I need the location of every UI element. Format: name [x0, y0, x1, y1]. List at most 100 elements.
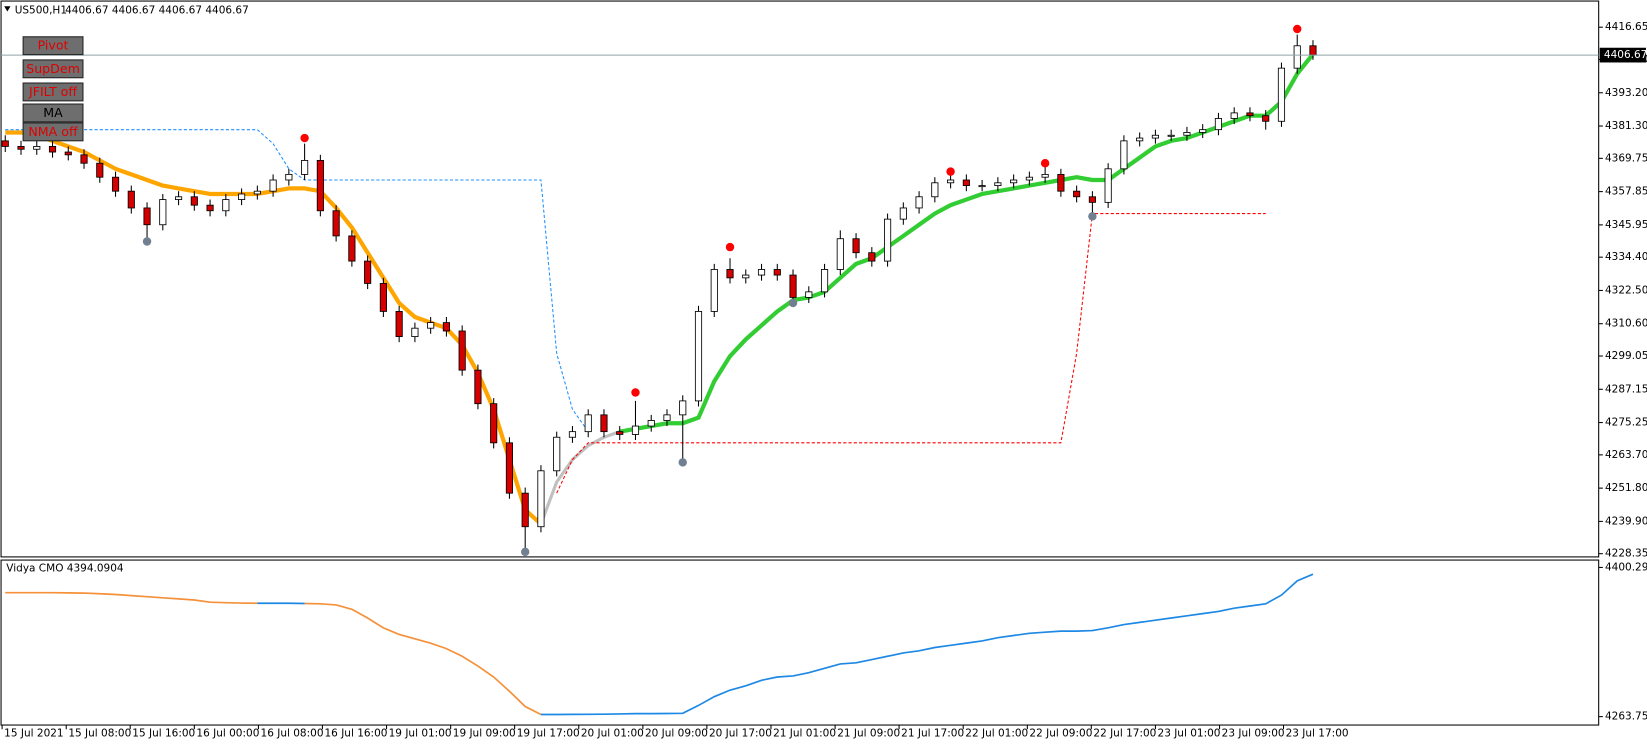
candle-body [269, 179, 277, 192]
indicator-line [619, 52, 1315, 434]
candle-body [364, 260, 372, 284]
x-tick-label: 21 Jul 01:00 [773, 727, 836, 739]
candle-body [899, 207, 907, 220]
plot: 4416.654405.104393.204381.304369.754357.… [1, 21, 1647, 739]
candle-body [143, 207, 151, 226]
y-tick-label: 4334.40 [1605, 251, 1647, 263]
collapse-icon[interactable] [4, 6, 11, 12]
x-tick-label: 22 Jul 17:00 [1093, 727, 1156, 739]
candle-body [48, 146, 57, 153]
x-tick-label: 15 Jul 16:00 [132, 727, 195, 739]
candle-body [1025, 176, 1033, 181]
x-tick-label: 22 Jul 09:00 [1029, 727, 1092, 739]
indicator-line [5, 591, 542, 716]
symbol: US500,H1 [15, 5, 67, 17]
x-tick-label: 19 Jul 17:00 [517, 727, 580, 739]
x-tick-label: 20 Jul 09:00 [645, 727, 708, 739]
button-label: Pivot [38, 38, 69, 53]
candle-body [1214, 118, 1223, 131]
candle-body [931, 182, 939, 198]
indicator-line [5, 129, 589, 432]
x-tick-label: 20 Jul 17:00 [709, 727, 772, 739]
y-tick-label: 4357.85 [1605, 186, 1647, 198]
candle-body [616, 431, 624, 435]
toggle-button[interactable]: JFILT off [22, 82, 84, 102]
candle-body [332, 210, 340, 237]
toggle-button[interactable]: NMA off [22, 122, 84, 142]
y-tick-label: 4275.25 [1605, 417, 1647, 429]
candle-body [474, 369, 482, 405]
candle-body [490, 403, 498, 444]
candle-body [742, 274, 750, 279]
candle-body [600, 414, 608, 433]
pivot-marker [1040, 159, 1050, 168]
pivot-marker [631, 388, 640, 397]
candle-body [1199, 129, 1207, 133]
x-tick-label: 21 Jul 09:00 [837, 727, 900, 739]
candle-body [805, 291, 813, 298]
candle-body [17, 146, 25, 150]
y-tick-label: 4263.7503 [1605, 711, 1647, 723]
candle-body [1309, 45, 1317, 56]
candle-body [947, 179, 955, 184]
main-panel [0, 0, 1600, 558]
candle-body [1293, 45, 1301, 69]
toggle-button[interactable]: SupDem [22, 59, 84, 79]
candle-body [1183, 132, 1191, 136]
y-tick-label: 4381.30 [1605, 120, 1647, 132]
candle-body [884, 218, 892, 262]
y-tick-label: 4310.60 [1605, 318, 1647, 330]
candle-body [726, 269, 734, 279]
y-tick-label: 4251.80 [1605, 482, 1647, 494]
x-tick-label: 19 Jul 01:00 [389, 727, 452, 739]
candle-body [427, 322, 435, 329]
candle-body [679, 400, 687, 416]
candle-body [978, 185, 986, 188]
candle-body [1262, 115, 1270, 122]
candle-body [1088, 196, 1096, 203]
y-tick-label: 4299.05 [1605, 350, 1647, 362]
candle-body [521, 492, 529, 528]
x-tick-label: 16 Jul 00:00 [196, 727, 259, 739]
y-tick-label: 4393.20 [1605, 87, 1647, 99]
candle-body [111, 176, 120, 192]
y-tick-label: 4369.75 [1605, 152, 1647, 164]
candle-body [395, 310, 403, 338]
candle-body [33, 146, 41, 150]
candle-body [994, 182, 1002, 187]
toggle-button[interactable]: MA [22, 103, 84, 123]
candle-body [174, 196, 183, 200]
y-tick-label: 4239.90 [1605, 515, 1647, 527]
candle-body [553, 436, 561, 472]
indicator-line [257, 573, 1314, 716]
candle-body [411, 327, 419, 338]
button-label: NMA off [28, 124, 78, 139]
x-tick-label: 16 Jul 16:00 [325, 727, 388, 739]
candle-body [1277, 67, 1286, 122]
y-tick-label: 4322.50 [1605, 284, 1647, 296]
button-label: JFILT off [28, 84, 77, 99]
candle-body [1010, 179, 1018, 184]
candle-body [458, 330, 466, 371]
candle-body [631, 425, 640, 435]
candle-body [285, 173, 293, 181]
candle-body [789, 274, 797, 298]
x-tick-label: 19 Jul 09:00 [453, 727, 516, 739]
toggle-button[interactable]: Pivot [22, 36, 84, 56]
candle-body [836, 238, 844, 270]
candle-body [1120, 140, 1128, 170]
candle-body [663, 414, 671, 421]
candle-body [1230, 112, 1238, 119]
price-tag [1599, 47, 1646, 63]
candle-body [1073, 190, 1081, 198]
candle-body [757, 269, 766, 276]
x-tick-label: 23 Jul 09:00 [1222, 727, 1285, 739]
y-tick-label: 4287.15 [1605, 383, 1647, 395]
indicator-line [539, 430, 621, 525]
x-tick-label: 16 Jul 08:00 [261, 727, 324, 739]
candle-body [127, 190, 135, 209]
y-tick-label: 4416.65 [1605, 21, 1647, 33]
y-tick-label: 4345.95 [1605, 219, 1647, 231]
pivot-marker [1293, 24, 1302, 34]
candle-body [348, 235, 356, 262]
